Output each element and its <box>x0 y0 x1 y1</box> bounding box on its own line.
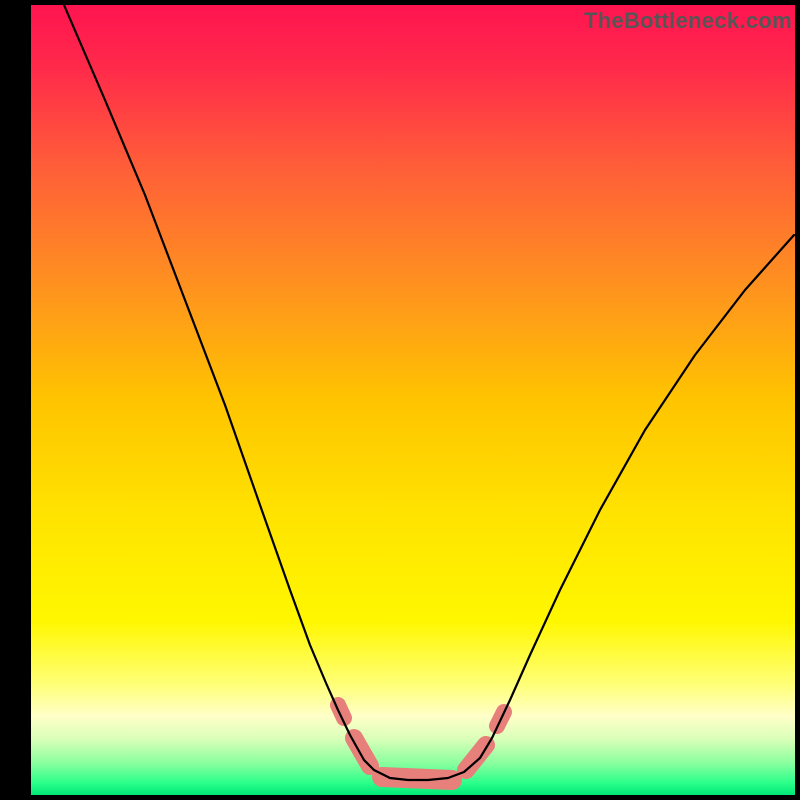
plot-area <box>31 5 795 795</box>
watermark-text: TheBottleneck.com <box>584 8 792 34</box>
chart-container: TheBottleneck.com <box>0 0 800 800</box>
curve-overlay <box>31 5 795 795</box>
